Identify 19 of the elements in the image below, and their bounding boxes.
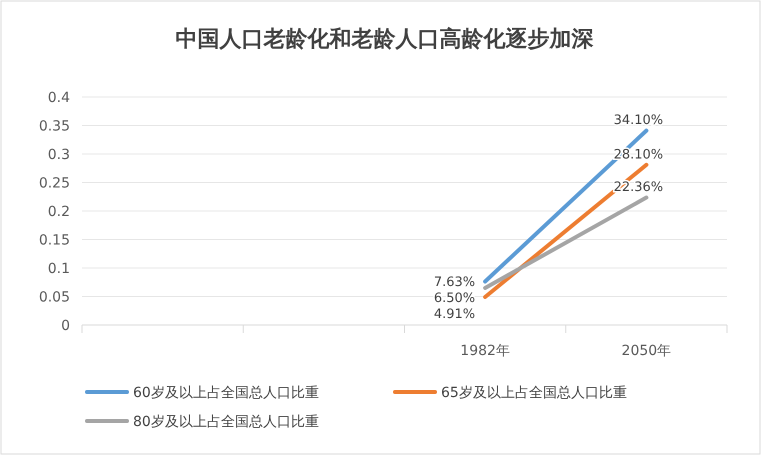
y-tick-label: 0.15 <box>38 232 70 248</box>
y-tick-label: 0.05 <box>38 289 70 306</box>
data-label: 34.10% <box>614 113 664 128</box>
y-tick-label: 0.35 <box>38 118 70 134</box>
y-tick-label: 0.4 <box>48 90 70 106</box>
chart-title: 中国人口老龄化和老龄人口高龄化逐步加深 <box>176 26 594 52</box>
x-tick-label: 2050年 <box>622 343 672 359</box>
y-tick-label: 0.1 <box>48 260 70 277</box>
y-tick-label: 0 <box>61 318 70 334</box>
data-label: 6.50% <box>434 291 476 306</box>
y-tick-label: 0.3 <box>48 146 70 163</box>
data-label: 4.91% <box>434 307 476 322</box>
data-label: 7.63% <box>434 275 476 290</box>
y-tick-label: 0.2 <box>48 204 70 220</box>
legend-label: 60岁及以上占全国总人口比重 <box>133 384 319 401</box>
legend-label: 80岁及以上占全国总人口比重 <box>133 414 319 430</box>
y-tick-label: 0.25 <box>38 175 70 192</box>
x-tick-label: 1982年 <box>460 343 510 359</box>
legend-label: 65岁及以上占全国总人口比重 <box>441 384 627 401</box>
